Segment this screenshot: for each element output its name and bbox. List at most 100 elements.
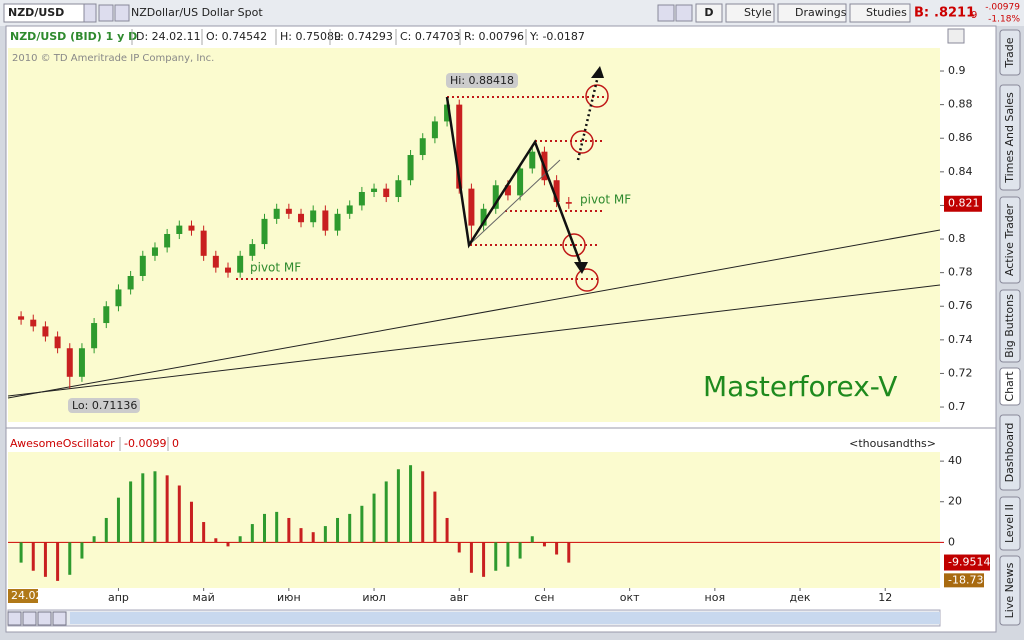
candle-body — [224, 267, 231, 273]
side-tab[interactable] — [999, 289, 1021, 363]
candle-body — [212, 255, 219, 268]
candle-body — [371, 188, 378, 192]
target-circles — [562, 84, 609, 292]
candle-body — [346, 205, 353, 214]
candle-body — [444, 104, 451, 122]
scroll-thumb[interactable] — [70, 612, 940, 624]
side-tab[interactable] — [999, 555, 1021, 626]
side-tab[interactable] — [999, 84, 1021, 191]
candle-body — [200, 230, 207, 256]
osc-bar — [92, 536, 96, 543]
studies-button[interactable] — [849, 3, 911, 23]
osc-bar — [177, 485, 181, 543]
osc-bar — [43, 542, 47, 577]
side-tab-label: Live News — [1003, 562, 1016, 618]
osc-bar — [445, 517, 449, 543]
target-circle — [575, 268, 599, 292]
style-button[interactable] — [725, 3, 775, 23]
candle-body — [504, 185, 511, 196]
chart-settings[interactable] — [947, 28, 965, 44]
lo-label: Lo: 0.71136 — [72, 399, 137, 412]
study-param: 0 — [172, 437, 179, 450]
change: -.00979 — [985, 3, 1020, 13]
x-tick-label: апр — [108, 591, 129, 604]
y-tick-label: 20 — [948, 495, 962, 508]
candle-body — [237, 255, 244, 273]
info-field: H: 0.75089 — [280, 30, 341, 43]
zoom-buttons — [7, 611, 67, 626]
info-bar: NZD/USD (BID) 1 y DD: 24.02.11 O: 0.74542… — [10, 29, 585, 45]
candle-body — [42, 326, 49, 337]
candle-body — [565, 202, 572, 204]
info-field: D: 24.02.11 — [136, 30, 201, 43]
study-title: AwesomeOscillator — [10, 437, 115, 450]
trend-line — [7, 284, 941, 397]
candle-body — [285, 208, 292, 214]
side-tab-label: Dashboard — [1003, 423, 1016, 483]
drawings-button[interactable] — [777, 3, 847, 23]
candle-body — [188, 225, 195, 231]
osc-bar — [506, 542, 510, 567]
trend-line — [7, 229, 941, 399]
osc-bar — [323, 526, 327, 543]
symbol-dropdown[interactable] — [83, 3, 97, 23]
candle-body — [480, 208, 487, 226]
candle-body — [322, 210, 329, 231]
oscillator — [8, 460, 944, 581]
x-tick-label: окт — [620, 591, 640, 604]
candle-body — [358, 191, 365, 206]
info-field: C: 0.74703 — [400, 30, 460, 43]
side-tab[interactable] — [999, 367, 1021, 406]
zoom-out[interactable] — [37, 611, 52, 626]
hand-button[interactable] — [52, 611, 67, 626]
unit-label: <thousandths> — [849, 437, 936, 450]
osc-bar — [238, 536, 242, 543]
side-tab[interactable] — [999, 414, 1021, 491]
tool-button[interactable] — [675, 4, 693, 22]
side-tab[interactable] — [999, 196, 1021, 284]
arrow-head — [574, 262, 588, 274]
osc-bar — [542, 542, 546, 547]
osc-bar — [396, 469, 400, 543]
pivot-label: pivot MF — [580, 193, 631, 207]
pivot-label: pivot MF — [250, 261, 301, 275]
osc-bar — [409, 465, 413, 543]
y-tick-label: 0.7 — [948, 400, 966, 413]
side-tab-label: Level II — [1003, 504, 1016, 543]
osc-bar — [116, 497, 120, 543]
candle-body — [298, 213, 305, 223]
candle-body — [310, 210, 317, 223]
hash-button[interactable] — [114, 4, 130, 22]
y-tick-label: 0.8 — [948, 232, 966, 245]
link-button[interactable] — [98, 4, 114, 22]
side-tab[interactable] — [999, 496, 1021, 551]
bid-label: B: — [914, 6, 929, 21]
pan-button[interactable] — [7, 611, 22, 626]
osc-bar — [263, 513, 267, 543]
study-param: -0.0099 — [124, 437, 166, 450]
osc-bar — [567, 542, 571, 563]
osc-bar — [421, 471, 425, 543]
osc-header — [8, 436, 940, 452]
period-button[interactable] — [695, 3, 723, 23]
osc-bar — [250, 524, 254, 543]
y-tick-label: 0.88 — [948, 98, 973, 111]
candle-body — [151, 247, 158, 256]
osc-bar — [189, 501, 193, 543]
side-tab[interactable] — [999, 29, 1021, 76]
osc-bar — [348, 513, 352, 543]
osc-bar — [226, 542, 230, 547]
candle-body — [407, 155, 414, 181]
guide-line — [468, 159, 561, 246]
y-tick-label: 40 — [948, 454, 962, 467]
candle-body — [419, 138, 426, 156]
osc-bar — [360, 505, 364, 543]
zoom-in[interactable] — [22, 611, 37, 626]
target-circle — [562, 233, 586, 257]
candle-body — [78, 348, 85, 377]
osc-bar — [19, 542, 23, 563]
arrow-head — [591, 66, 604, 78]
side-tab-label: Trade — [1003, 37, 1016, 68]
tool-button[interactable] — [657, 4, 675, 22]
